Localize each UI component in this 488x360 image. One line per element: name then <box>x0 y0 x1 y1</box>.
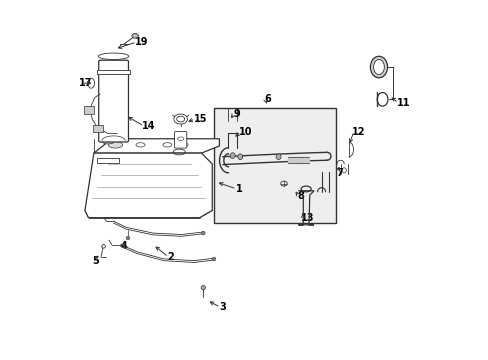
Bar <box>93 125 103 132</box>
Text: 9: 9 <box>233 109 239 119</box>
Text: 3: 3 <box>219 302 225 312</box>
FancyBboxPatch shape <box>99 60 128 142</box>
Text: 10: 10 <box>239 127 252 136</box>
Text: 11: 11 <box>396 98 409 108</box>
Bar <box>97 70 130 74</box>
Text: 5: 5 <box>92 256 99 266</box>
Text: 17: 17 <box>79 78 92 88</box>
Bar <box>97 158 119 163</box>
Ellipse shape <box>276 154 281 159</box>
Ellipse shape <box>237 154 242 159</box>
Bar <box>84 107 94 114</box>
Ellipse shape <box>373 59 384 75</box>
Polygon shape <box>94 139 219 153</box>
Ellipse shape <box>369 56 387 78</box>
Ellipse shape <box>212 257 215 261</box>
Text: 4: 4 <box>121 241 127 251</box>
Ellipse shape <box>102 139 114 144</box>
Text: 13: 13 <box>301 213 314 222</box>
Ellipse shape <box>201 285 205 290</box>
Text: 8: 8 <box>297 191 304 201</box>
Text: 12: 12 <box>351 127 365 136</box>
Ellipse shape <box>230 153 235 158</box>
FancyBboxPatch shape <box>174 132 186 148</box>
Text: 16: 16 <box>187 152 200 162</box>
Ellipse shape <box>132 33 138 38</box>
Text: 18: 18 <box>125 168 139 178</box>
Ellipse shape <box>126 237 129 240</box>
Text: 2: 2 <box>167 252 174 262</box>
Text: 19: 19 <box>135 37 148 47</box>
Text: 1: 1 <box>235 184 242 194</box>
Polygon shape <box>85 153 212 218</box>
Ellipse shape <box>98 53 128 59</box>
Text: 15: 15 <box>193 114 206 124</box>
Ellipse shape <box>108 141 122 148</box>
Text: 7: 7 <box>335 168 342 178</box>
Ellipse shape <box>201 231 204 235</box>
Text: 14: 14 <box>142 121 156 131</box>
Text: 6: 6 <box>264 94 270 104</box>
Bar <box>214 108 335 223</box>
